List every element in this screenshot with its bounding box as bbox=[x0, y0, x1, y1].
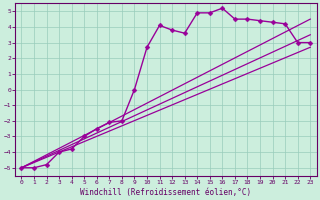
X-axis label: Windchill (Refroidissement éolien,°C): Windchill (Refroidissement éolien,°C) bbox=[80, 188, 252, 197]
